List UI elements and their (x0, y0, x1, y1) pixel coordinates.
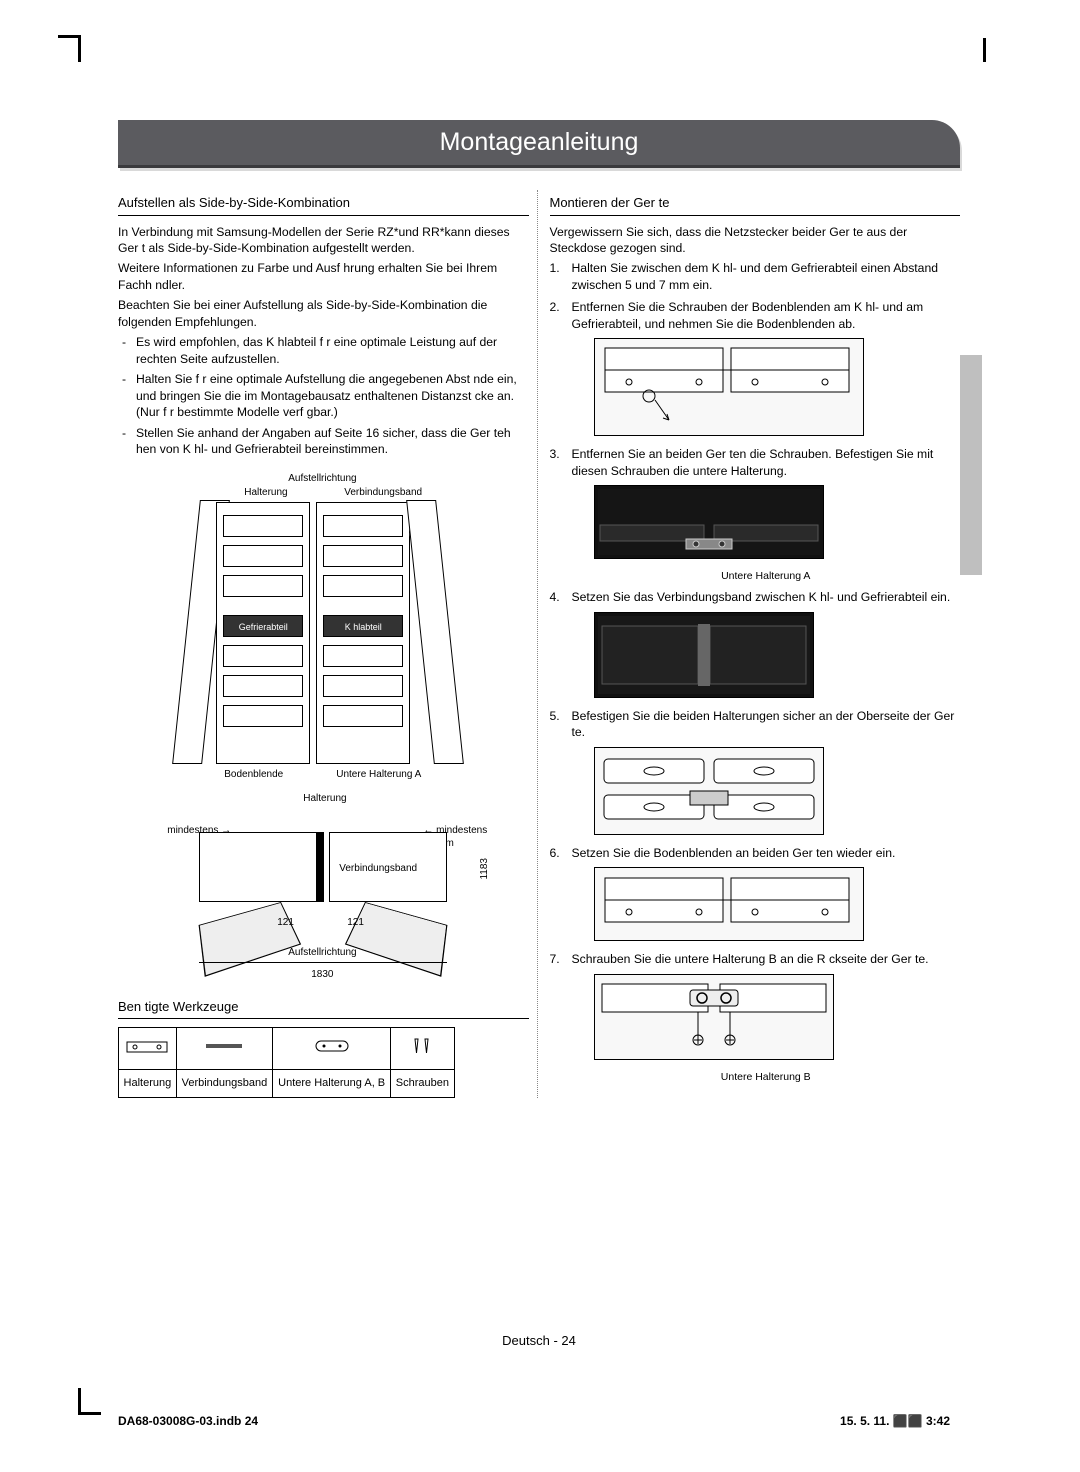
step-item: 3.Entfernen Sie an beiden Ger ten die Sc… (550, 446, 961, 583)
left-column: Aufstellen als Side-by-Side-Kombination … (118, 190, 538, 1098)
paragraph: Vergewissern Sie sich, dass die Netzstec… (550, 224, 961, 257)
lower-bracket-icon (598, 489, 820, 555)
connector-strip-icon (598, 616, 810, 694)
list-item: Halten Sie f r eine optimale Aufstellung… (118, 371, 529, 420)
unit-top-icon (199, 832, 317, 902)
tool-label: Verbindungsband (176, 1070, 272, 1098)
diagram-label: 1830 (311, 968, 333, 982)
diagram-label: Untere Halterung A (336, 768, 421, 782)
bracket-icon (125, 1036, 169, 1056)
door-icon (406, 500, 464, 764)
freezer-unit: Gefrierabteil (216, 502, 310, 764)
section-heading: Ben tigte Werkzeuge (118, 998, 529, 1020)
side-tab (960, 355, 982, 575)
screws-icon (407, 1036, 437, 1056)
step-item: 4.Setzen Sie das Verbindungsband zwische… (550, 589, 961, 697)
section-heading: Montieren der Ger te (550, 194, 961, 216)
bullet-list: Es wird empfohlen, das K hlabteil f r ei… (118, 334, 529, 457)
tool-label: Untere Halterung A, B (273, 1070, 391, 1098)
door-top-icon (199, 902, 302, 977)
crop-mark (78, 38, 81, 62)
tool-label: Schrauben (391, 1070, 454, 1098)
step-item: 1.Halten Sie zwischen dem K hl- und dem … (550, 260, 961, 293)
step-diagram (594, 485, 824, 559)
diagram-label: Bodenblende (224, 768, 283, 782)
list-item: Stellen Sie anhand der Angaben auf Seite… (118, 425, 529, 458)
page: Montageanleitung Aufstellen als Side-by-… (118, 120, 960, 1352)
diagram-label: 121 (277, 916, 294, 930)
step-diagram (594, 338, 864, 436)
paragraph: Weitere Informationen zu Farbe und Ausf … (118, 260, 529, 293)
topview-diagram: Halterung mindestens →50 mm ← mindestens… (153, 788, 493, 988)
step-item: 7.Schrauben Sie die untere Halterung B a… (550, 951, 961, 1084)
list-item: Es wird empfohlen, das K hlabteil f r ei… (118, 334, 529, 367)
rear-bracket-icon (598, 978, 830, 1056)
diagram-label: Halterung (303, 792, 346, 806)
fridge-diagram: Aufstellrichtung Halterung Verbindungsba… (168, 472, 478, 782)
bottom-panel-icon (599, 342, 859, 432)
tool-icon-cell (391, 1028, 454, 1070)
section-heading: Aufstellen als Side-by-Side-Kombination (118, 194, 529, 216)
crop-mark (78, 1388, 81, 1412)
diagram-caption: Untere Halterung B (572, 1070, 961, 1084)
paragraph: In Verbindung mit Samsung-Modellen der S… (118, 224, 529, 257)
diagram-label: Aufstellrichtung (288, 472, 356, 486)
step-diagram (594, 747, 824, 835)
diagram-label: Verbindungsband (339, 862, 417, 876)
diagram-label: Verbindungsband (344, 486, 422, 500)
step-item: 2.Entfernen Sie die Schrauben der Bodenb… (550, 299, 961, 436)
tool-icon-cell (273, 1028, 391, 1070)
step-diagram (594, 974, 834, 1060)
step-diagram (594, 867, 864, 941)
step-item: 5.Befestigen Sie die beiden Halterungen … (550, 708, 961, 835)
tools-table: Halterung Verbindungsband Untere Halteru… (118, 1027, 455, 1098)
connector-icon (316, 832, 324, 902)
diagram-label: 121 (347, 916, 364, 930)
print-footer-right: 15. 5. 11. ⬛⬛ 3:42 (840, 1414, 950, 1428)
diagram-label: Aufstellrichtung (288, 946, 356, 960)
bottom-panel-reinstall-icon (599, 872, 859, 936)
step-item: 6.Setzen Sie die Bodenblenden an beiden … (550, 845, 961, 941)
tool-icon-cell (176, 1028, 272, 1070)
content-columns: Aufstellen als Side-by-Side-Kombination … (118, 190, 960, 1098)
page-title: Montageanleitung (118, 120, 960, 168)
page-footer: Deutsch - 24 (118, 1333, 960, 1348)
strip-icon (202, 1036, 246, 1056)
paragraph: Beachten Sie bei einer Aufstellung als S… (118, 297, 529, 330)
right-column: Montieren der Ger te Vergewissern Sie si… (550, 190, 961, 1098)
steps-list: 1.Halten Sie zwischen dem K hl- und dem … (550, 260, 961, 1084)
crop-mark (983, 38, 986, 62)
diagram-label: 1183 (478, 858, 492, 880)
tool-icon-cell (119, 1028, 177, 1070)
plate-icon (310, 1036, 354, 1056)
top-bracket-icon (598, 751, 820, 831)
fridge-unit: K hlabteil (316, 502, 410, 764)
step-diagram (594, 612, 814, 698)
door-top-icon (345, 902, 448, 977)
tool-label: Halterung (119, 1070, 177, 1098)
diagram-label: Halterung (244, 486, 287, 500)
diagram-caption: Untere Halterung A (572, 569, 961, 583)
print-footer-left: DA68-03008G-03.indb 24 (118, 1414, 258, 1428)
